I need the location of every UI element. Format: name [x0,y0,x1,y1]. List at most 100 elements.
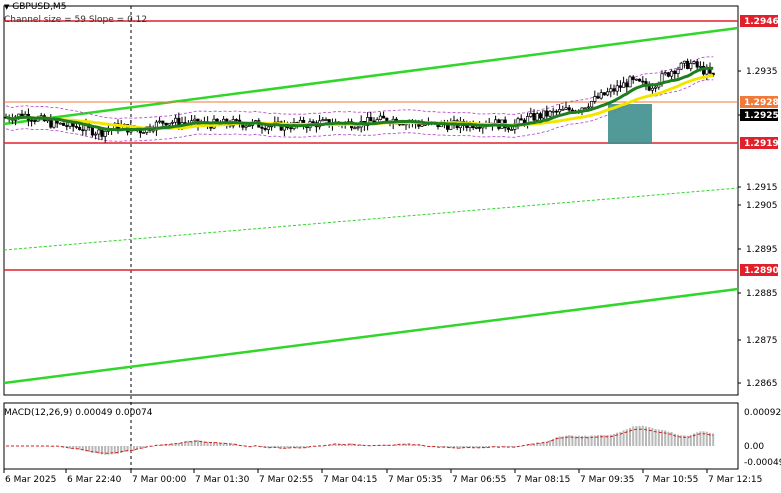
macd-histogram-bar [456,446,459,449]
candle-body [353,127,357,130]
candle-body [612,88,616,92]
macd-histogram-bar [353,444,356,446]
candle [97,128,101,141]
price-tick-label: 1.2905 [746,201,778,211]
symbol-header[interactable]: ▼ GBPUSD,M5 [4,2,66,12]
macd-histogram-bar [113,446,116,455]
macd-histogram-bar [222,442,225,446]
candle-body [599,92,603,99]
macd-axis-label: 0.00 [744,442,764,452]
macd-histogram-bar [638,425,641,446]
candle-body [618,85,622,88]
candle-body [545,110,549,117]
candle-body [78,126,82,131]
macd-histogram-bar [187,440,190,446]
candle [615,80,619,96]
macd-histogram-bar [417,444,420,446]
level-label-text: 1.2919 [744,139,779,149]
macd-axis-label: 0.00092 [744,408,781,418]
candle [663,70,667,76]
symbol-timeframe: GBPUSD,M5 [12,2,67,12]
macd-histogram-bar [568,435,571,446]
candle-body [634,78,638,81]
level-price-label: 1.2890 [740,264,779,276]
candle-body [532,113,536,121]
macd-histogram-bar [613,433,615,446]
macd-histogram-bar [401,443,404,446]
macd-histogram-bar [574,436,577,446]
macd-histogram-bar [533,443,535,446]
candle [666,71,670,78]
candle [158,117,162,124]
macd-histogram-bar [513,446,516,448]
candle [273,116,277,129]
macd-histogram-bar [347,443,350,446]
candle-body [161,120,165,124]
macd-histogram-bar [510,446,513,448]
candle-body [49,119,53,128]
candle [654,85,658,93]
macd-histogram-bar [203,441,206,446]
macd-histogram-bar [283,446,286,449]
candle-body [542,110,546,119]
candle-body [266,126,270,130]
candle-body [561,108,565,111]
candle-body [30,119,34,122]
candle-body [535,113,539,121]
candle [378,112,382,121]
candle-body [564,107,568,110]
macd-histogram-bar [171,443,174,446]
candle-body [596,96,600,99]
macd-histogram-bar [350,443,353,446]
main-pane-border [3,5,739,396]
candle-body [369,117,373,122]
macd-histogram-bar [174,443,177,446]
macd-histogram-bar [261,446,263,448]
macd-histogram-bar [609,434,612,446]
level-label-text: 1.2890 [744,266,779,276]
price-tick-label: 1.2935 [746,67,778,77]
candle [81,124,85,136]
macd-histogram-bar [465,446,468,448]
candle [506,126,510,133]
candle [321,116,325,122]
macd-histogram-bar [561,436,564,446]
macd-histogram-bar [469,446,471,448]
candle [631,75,635,84]
candle-body [58,122,62,125]
candle-body [554,110,558,113]
macd-histogram-bar [133,446,135,451]
candle-body [663,72,667,75]
macd-histogram-bar [181,442,183,446]
macd-histogram-bar [411,444,414,446]
dropdown-arrow-icon[interactable]: ▼ [4,3,10,11]
level-label-box [740,137,778,149]
candle-body [551,110,555,113]
macd-histogram-bar [651,427,654,446]
candle [609,84,613,98]
candle [612,84,616,95]
candle-body [289,127,293,130]
macd-histogram-bar [193,440,196,446]
channel-upper-line [3,26,739,126]
macd-histogram-bar [232,443,235,446]
candle-body [698,65,702,68]
candle-body [311,121,315,123]
macd-histogram-bar [485,446,487,449]
candle [583,107,587,110]
candle-body [324,119,328,121]
candle-body [33,120,37,122]
macd-histogram-bar [712,433,715,446]
macd-histogram-bar [331,444,334,446]
macd-histogram-bar [315,446,318,447]
macd-histogram-bar [600,434,603,446]
candle-body [94,133,98,136]
channel-lower-line [3,287,739,385]
highlight-box [608,104,652,144]
candle [567,104,571,113]
macd-histogram-bar [481,446,484,448]
macd-histogram-bar [59,446,62,447]
candle-body [506,127,510,130]
